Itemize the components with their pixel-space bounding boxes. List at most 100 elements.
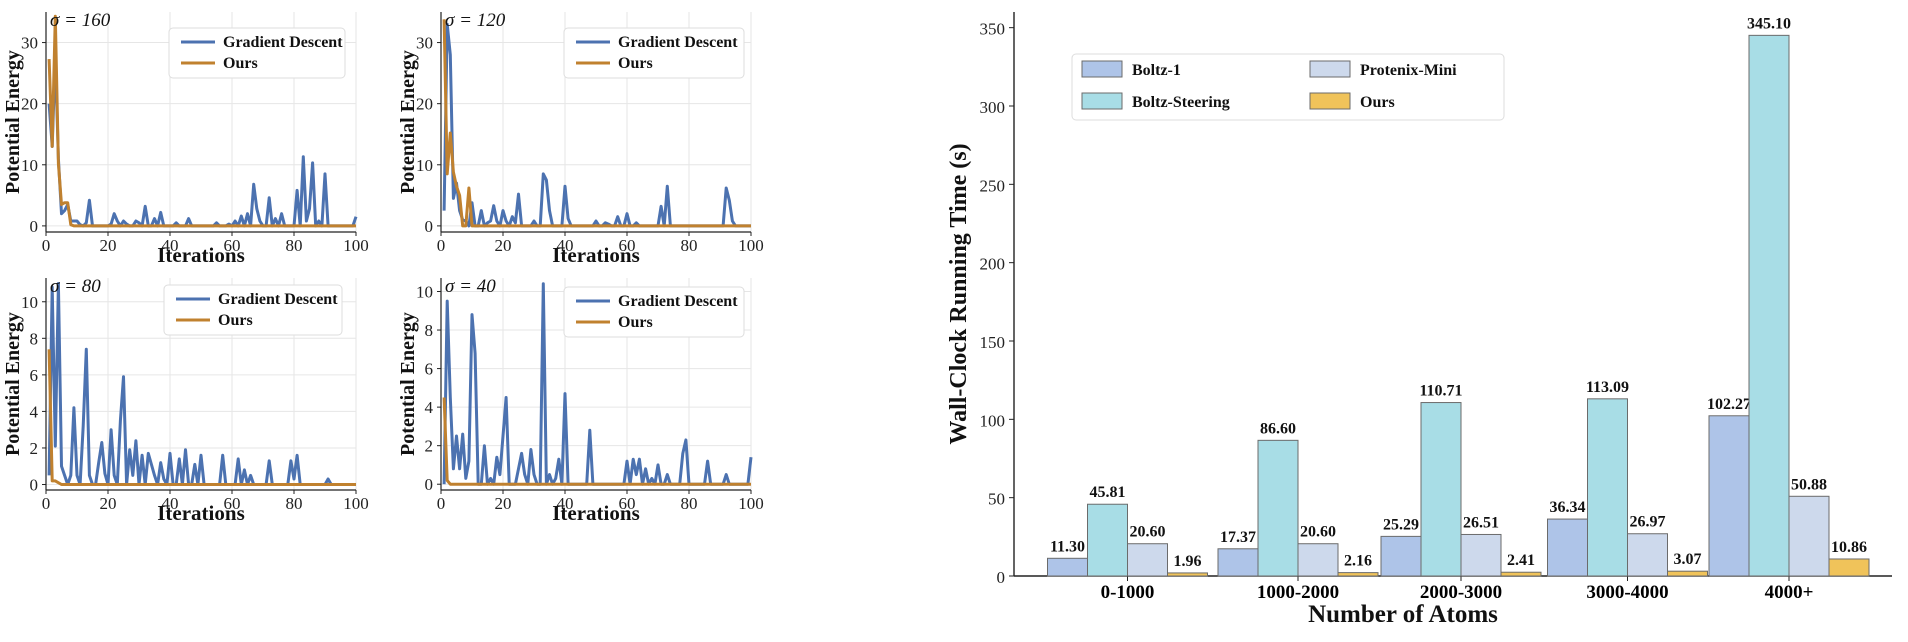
y-tick-label: 8 <box>425 321 434 340</box>
x-tick-label: 2000-3000 <box>1420 582 1502 603</box>
legend-label: Ours <box>618 55 653 72</box>
bar-value-label: 36.34 <box>1550 499 1586 516</box>
bar-value-label: 345.10 <box>1747 15 1791 32</box>
bar-value-label: 2.41 <box>1507 552 1535 569</box>
x-tick-label: 0 <box>437 494 446 513</box>
bar-boltz-1 <box>1380 535 1422 577</box>
legend-label: Ours <box>223 55 258 72</box>
x-tick-label: 4000+ <box>1765 582 1814 603</box>
y-tick-label: 4 <box>30 402 39 421</box>
bar-protenix-mini <box>1627 533 1668 577</box>
x-tick-label: 40 <box>162 494 179 513</box>
x-tick-label: 20 <box>100 236 117 255</box>
legend-label: Gradient Descent <box>618 293 738 310</box>
bar-boltz-steering <box>1087 503 1128 577</box>
bar-boltz-1 <box>1047 557 1088 577</box>
x-tick-label: 80 <box>286 494 303 513</box>
x-tick-label: 0 <box>42 236 51 255</box>
x-tick-label: 80 <box>681 236 698 255</box>
x-tick-label: 40 <box>162 236 179 255</box>
x-tick-label: 40 <box>557 494 574 513</box>
legend-box <box>1071 53 1505 121</box>
line-panel-1: 0 20 40 60 80 100 0 10 20 30 σ = 160 Iterations Pote… <box>2 10 369 267</box>
x-tick-label: 1000-2000 <box>1257 582 1339 603</box>
bar-boltz-1 <box>1217 548 1259 577</box>
y-tick-label: 4 <box>425 398 434 417</box>
bar-protenix-mini <box>1297 543 1339 577</box>
bar-protenix-mini <box>1127 543 1168 577</box>
y-axis-label: Potential Energy <box>397 312 419 456</box>
x-tick-label: 60 <box>619 494 636 513</box>
x-tick-label: 0-1000 <box>1101 582 1155 603</box>
x-tick-label: 80 <box>286 236 303 255</box>
bar-value-label: 25.29 <box>1383 516 1419 533</box>
gradient-descent-line <box>47 53 358 228</box>
x-tick-label: 60 <box>224 494 241 513</box>
y-tick-label: 0 <box>30 217 39 236</box>
bar-boltz-steering <box>1420 402 1462 577</box>
ours-line <box>442 19 751 228</box>
ours-line <box>442 397 751 486</box>
legend-label: Boltz-Steering <box>1132 94 1230 111</box>
y-tick-label: 6 <box>30 366 39 385</box>
x-tick-label: 60 <box>619 236 636 255</box>
x-tick-label: 40 <box>557 236 574 255</box>
y-tick-label: 8 <box>30 329 39 348</box>
legend-label: Gradient Descent <box>223 34 343 51</box>
y-tick-label: 0 <box>425 475 434 494</box>
line-panel-4: 0 20 40 60 80 100 0 2 4 6 8 10 σ = 40 Iterations Poten… <box>397 276 764 525</box>
bar-protenix-mini <box>1788 495 1830 577</box>
y-axis-label: Wall-Clock Running Time (s) <box>946 143 972 444</box>
bar-boltz-1 <box>1547 518 1588 577</box>
legend-label: Gradient Descent <box>218 291 338 308</box>
y-tick-label: 10 <box>416 282 433 301</box>
legend: Boltz-1 Boltz-Steering Protenix-Mini Ours <box>1071 53 1505 121</box>
y-tick-label: 50 <box>988 490 1005 509</box>
y-tick-label: 2 <box>425 437 434 456</box>
y-tick-label: 30 <box>416 34 433 53</box>
bar-value-label: 26.51 <box>1463 514 1499 531</box>
bar-value-label: 3.07 <box>1674 551 1702 568</box>
bar-value-label: 2.16 <box>1344 553 1372 570</box>
panel-title: σ = 120 <box>445 10 506 31</box>
x-tick-label: 3000-4000 <box>1586 582 1668 603</box>
legend-label: Protenix-Mini <box>1360 62 1457 79</box>
legend-swatch <box>1309 60 1351 78</box>
y-tick-label: 10 <box>21 156 38 175</box>
y-tick-label: 350 <box>980 20 1006 39</box>
y-tick-label: 150 <box>980 333 1006 352</box>
bar-ours <box>1500 571 1542 577</box>
bar-value-label: 113.09 <box>1586 379 1629 396</box>
x-tick-label: 100 <box>343 494 369 513</box>
x-axis-label: Iterations <box>552 501 640 525</box>
legend-label: Gradient Descent <box>618 34 738 51</box>
panel-title: σ = 160 <box>50 10 111 31</box>
legend-swatch <box>1081 60 1123 78</box>
y-tick-label: 200 <box>980 255 1006 274</box>
y-tick-label: 0 <box>997 568 1006 587</box>
x-tick-label: 100 <box>738 494 764 513</box>
x-tick-label: 80 <box>681 494 698 513</box>
y-tick-label: 300 <box>980 98 1006 117</box>
y-axis-label: Potential Energy <box>2 50 24 194</box>
bar-value-label: 110.71 <box>1419 383 1462 400</box>
x-tick-label: 60 <box>224 236 241 255</box>
legend-label: Ours <box>218 312 253 329</box>
x-axis-label: Iterations <box>157 243 245 267</box>
y-tick-label: 10 <box>416 156 433 175</box>
bar-protenix-mini <box>1460 533 1502 577</box>
ours-line <box>47 14 356 228</box>
x-tick-label: 20 <box>495 236 512 255</box>
y-tick-label: 2 <box>30 439 39 458</box>
bar-ours <box>1667 570 1708 577</box>
x-tick-label: 20 <box>100 494 117 513</box>
bar-value-label: 50.88 <box>1791 476 1827 493</box>
legend-swatch <box>1081 92 1123 110</box>
bar-chart: 0 50 100 150 200 250 300 350 0-1000 11.30 45.81 20.… <box>946 12 1892 628</box>
y-tick-label: 20 <box>416 95 433 114</box>
x-tick-label: 100 <box>343 236 369 255</box>
y-tick-label: 10 <box>21 293 38 312</box>
panel-title: σ = 40 <box>445 276 496 297</box>
y-tick-label: 250 <box>980 176 1006 195</box>
